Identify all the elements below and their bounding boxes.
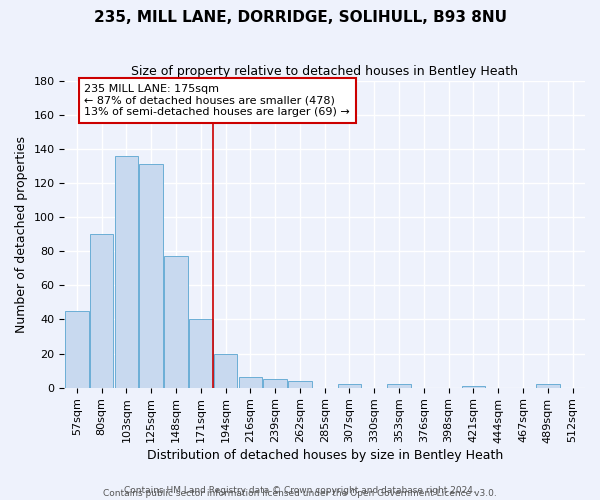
Bar: [288, 381, 311, 388]
Y-axis label: Number of detached properties: Number of detached properties: [15, 136, 28, 332]
Bar: [338, 384, 361, 388]
Title: Size of property relative to detached houses in Bentley Heath: Size of property relative to detached ho…: [131, 65, 518, 78]
Bar: [387, 384, 411, 388]
Text: Contains HM Land Registry data © Crown copyright and database right 2024.: Contains HM Land Registry data © Crown c…: [124, 486, 476, 495]
Bar: [164, 256, 188, 388]
Bar: [536, 384, 560, 388]
Text: Contains public sector information licensed under the Open Government Licence v3: Contains public sector information licen…: [103, 488, 497, 498]
Bar: [189, 320, 212, 388]
Bar: [90, 234, 113, 388]
Bar: [115, 156, 138, 388]
Bar: [65, 311, 89, 388]
Bar: [461, 386, 485, 388]
Bar: [214, 354, 238, 388]
Text: 235 MILL LANE: 175sqm
← 87% of detached houses are smaller (478)
13% of semi-det: 235 MILL LANE: 175sqm ← 87% of detached …: [84, 84, 350, 117]
Bar: [239, 378, 262, 388]
Text: 235, MILL LANE, DORRIDGE, SOLIHULL, B93 8NU: 235, MILL LANE, DORRIDGE, SOLIHULL, B93 …: [94, 10, 506, 25]
Bar: [263, 379, 287, 388]
X-axis label: Distribution of detached houses by size in Bentley Heath: Distribution of detached houses by size …: [146, 450, 503, 462]
Bar: [139, 164, 163, 388]
